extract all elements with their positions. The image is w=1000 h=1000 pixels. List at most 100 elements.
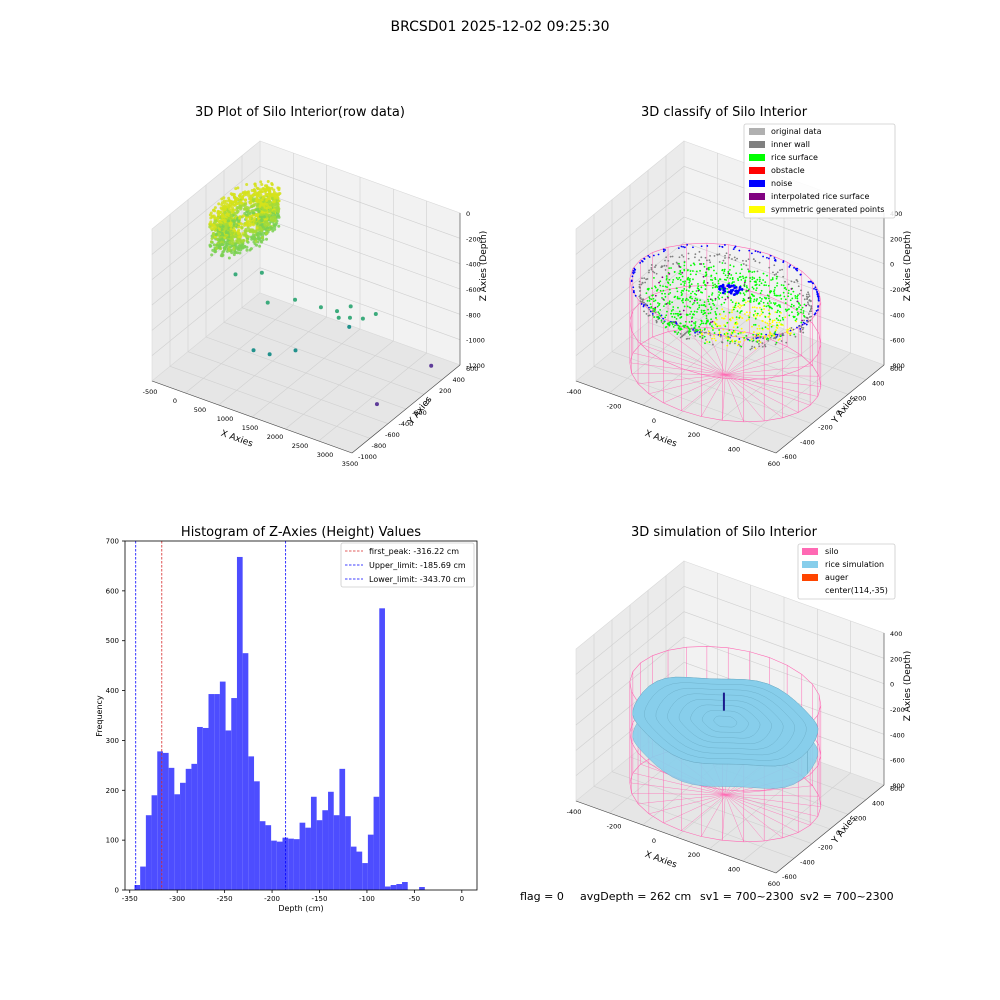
raw-data-point [208, 244, 212, 248]
symmetric-point [734, 335, 736, 338]
rice-surface-point [683, 305, 686, 308]
raw-data-point [217, 202, 221, 206]
silo-spoke [725, 374, 799, 413]
noise-point [726, 284, 729, 288]
inner-wall-point [808, 295, 811, 298]
inner-wall-point [650, 266, 653, 269]
rice-surface-point [751, 276, 754, 279]
rice-surface-point [692, 262, 695, 265]
x-tick-label: -150 [312, 895, 328, 903]
legend-swatch-original [749, 128, 765, 135]
histogram-bar [231, 698, 237, 890]
rice-surface-point [647, 288, 650, 291]
inner-wall-point [641, 300, 644, 303]
interpolated-point [665, 303, 668, 305]
noise-point [632, 286, 635, 289]
inner-wall-point [678, 264, 680, 267]
z-tick-label: -200 [466, 235, 481, 243]
rice-surface-point [753, 298, 756, 301]
symmetric-point [764, 321, 767, 324]
inner-wall-point [761, 342, 764, 345]
inner-wall-point [653, 271, 656, 274]
legend-swatch-symmetric [749, 206, 765, 213]
inner-wall-point [703, 331, 706, 334]
inner-wall-point [745, 264, 748, 267]
raw-data-point [245, 245, 249, 249]
symmetric-point [701, 333, 703, 336]
raw-data-point [224, 223, 228, 227]
inner-wall-point [667, 259, 670, 262]
raw-data-point [255, 186, 259, 190]
rice-surface-point [768, 300, 771, 303]
rice-surface-point [749, 296, 752, 299]
x-tick-label: 3000 [317, 451, 334, 459]
inner-wall-point [687, 252, 690, 255]
noise-point [683, 246, 686, 249]
y-tick-label: -400 [800, 438, 815, 446]
rice-surface-point [696, 302, 699, 304]
rice-mesh-line [713, 715, 738, 728]
rice-surface-point [802, 312, 805, 314]
inner-wall-point [706, 259, 708, 262]
silo-spoke [629, 782, 726, 795]
noise-point [692, 246, 694, 249]
noise-point [642, 305, 645, 308]
histogram-bar [350, 846, 357, 890]
rice-surface-point [675, 276, 678, 279]
rice-surface-point [753, 270, 756, 273]
legend-swatch-inner-wall [749, 141, 765, 148]
noise-point [643, 258, 646, 260]
symmetric-point [759, 306, 761, 309]
symmetric-point [732, 326, 735, 329]
rice-surface-point [723, 270, 726, 273]
z-tick-label: 200 [890, 235, 902, 243]
rice-surface-point [773, 294, 776, 297]
inner-wall-point [796, 280, 799, 283]
rice-surface-point [683, 326, 686, 328]
rice-surface-point [780, 284, 783, 286]
rice-surface-point [672, 326, 675, 328]
rice-surface-point [708, 295, 710, 298]
x-tick-label: -300 [169, 895, 185, 903]
legend-interpolated-rice-surface: interpolated rice surface [771, 192, 869, 201]
symmetric-point [738, 331, 741, 334]
symmetric-point [766, 322, 769, 325]
noise-point [651, 313, 654, 315]
rice-surface-point [731, 281, 734, 284]
symmetric-point [706, 341, 708, 343]
z-tick-label: -600 [890, 337, 905, 345]
symmetric-point [763, 335, 766, 337]
noise-point [817, 305, 820, 307]
inner-wall-point [810, 307, 813, 310]
rice-surface-point [703, 280, 706, 282]
rice-surface-point [707, 308, 709, 311]
raw-data-point [247, 197, 251, 201]
raw-data-point [265, 221, 269, 225]
raw-data-point [220, 242, 224, 246]
simulation-plot-ticks: -400-2000200400600-600-400-2000200400600… [567, 630, 905, 888]
raw-outlier-point [373, 311, 378, 316]
raw-data-point [254, 199, 258, 203]
interpolated-point [790, 288, 793, 290]
rice-surface-point [656, 288, 659, 291]
inner-wall-point [745, 260, 748, 262]
rice-surface-point [665, 278, 668, 281]
y-tick-label: 200 [439, 387, 451, 395]
rice-surface-point [769, 318, 771, 321]
inner-wall-point [643, 310, 645, 313]
silo-spoke [629, 362, 726, 375]
rice-surface-point [699, 331, 702, 334]
inner-wall-point [696, 333, 699, 336]
inner-wall-point [694, 334, 697, 337]
raw-data-point [261, 202, 265, 206]
inner-wall-point [754, 260, 757, 262]
symmetric-point [758, 327, 761, 330]
y-tick-label: 0 [836, 409, 840, 417]
rice-surface-point [774, 302, 777, 305]
raw-outlier-point [293, 297, 298, 302]
rice-surface-point [739, 275, 742, 278]
rice-surface-point [723, 268, 726, 271]
noise-point [789, 329, 792, 332]
axis-line [351, 364, 461, 454]
rice-surface-point [790, 293, 792, 296]
